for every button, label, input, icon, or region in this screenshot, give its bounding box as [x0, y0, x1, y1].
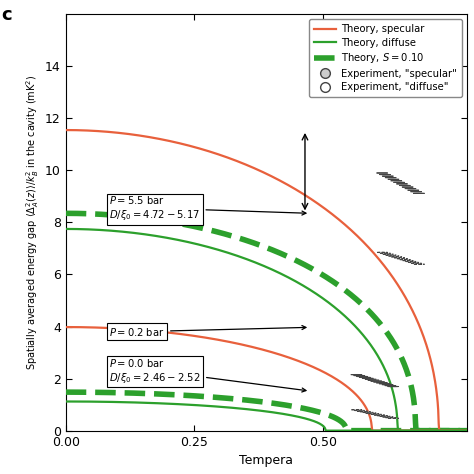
Circle shape [410, 191, 422, 192]
Circle shape [379, 174, 391, 175]
Circle shape [351, 374, 362, 375]
Circle shape [393, 257, 405, 258]
Circle shape [388, 418, 399, 419]
Circle shape [408, 262, 419, 263]
Circle shape [391, 256, 402, 257]
Circle shape [385, 417, 396, 418]
Circle shape [405, 188, 416, 189]
Circle shape [385, 177, 396, 178]
Circle shape [368, 380, 379, 381]
Circle shape [402, 260, 413, 261]
Circle shape [359, 411, 371, 412]
Circle shape [410, 263, 422, 264]
Circle shape [376, 415, 388, 416]
Circle shape [399, 185, 410, 186]
X-axis label: Tempera: Tempera [239, 454, 293, 467]
Circle shape [368, 413, 379, 414]
Circle shape [371, 381, 382, 382]
Circle shape [356, 376, 368, 377]
Circle shape [362, 378, 374, 379]
Circle shape [354, 375, 365, 376]
Circle shape [396, 258, 408, 259]
Circle shape [388, 386, 399, 387]
Circle shape [371, 414, 382, 415]
Text: $P=0.2$ bar: $P=0.2$ bar [109, 326, 306, 338]
Circle shape [379, 383, 391, 384]
Circle shape [382, 384, 393, 385]
Circle shape [408, 190, 419, 191]
Circle shape [376, 252, 388, 253]
Circle shape [385, 385, 396, 386]
Legend: Theory, specular, Theory, diffuse, Theory, $S=0.10$, Experiment, "specular", Exp: Theory, specular, Theory, diffuse, Theor… [309, 19, 462, 97]
Circle shape [396, 183, 408, 184]
Circle shape [382, 254, 393, 255]
Y-axis label: Spatially averaged energy gap $\langle\Delta_A^2(z)\rangle/k_B^2$ in the cavity : Spatially averaged energy gap $\langle\D… [24, 75, 41, 370]
Circle shape [362, 412, 374, 413]
Text: $P=5.5$ bar
$D/\xi_0=4.72-5.17$: $P=5.5$ bar $D/\xi_0=4.72-5.17$ [109, 194, 306, 222]
Text: $P=0.0$ bar
$D/\xi_0=2.46-2.52$: $P=0.0$ bar $D/\xi_0=2.46-2.52$ [109, 357, 306, 392]
Circle shape [379, 416, 391, 417]
Circle shape [405, 261, 416, 262]
Circle shape [388, 179, 399, 180]
Circle shape [365, 379, 376, 380]
Circle shape [359, 377, 371, 378]
Circle shape [354, 410, 365, 411]
Circle shape [379, 253, 391, 254]
Text: c: c [1, 6, 12, 24]
Circle shape [399, 259, 410, 260]
